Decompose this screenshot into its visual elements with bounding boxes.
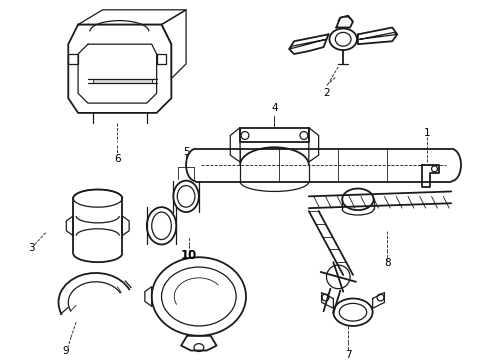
Text: 6: 6 bbox=[114, 154, 121, 164]
Text: 8: 8 bbox=[384, 258, 391, 268]
Text: 5: 5 bbox=[183, 147, 190, 157]
Text: 9: 9 bbox=[62, 346, 69, 356]
Text: 4: 4 bbox=[271, 103, 278, 113]
Bar bbox=[93, 78, 152, 84]
Text: 3: 3 bbox=[28, 243, 35, 253]
Text: 2: 2 bbox=[323, 88, 330, 98]
Text: 10: 10 bbox=[181, 249, 197, 262]
Text: 7: 7 bbox=[345, 350, 351, 360]
Text: 1: 1 bbox=[423, 127, 430, 138]
